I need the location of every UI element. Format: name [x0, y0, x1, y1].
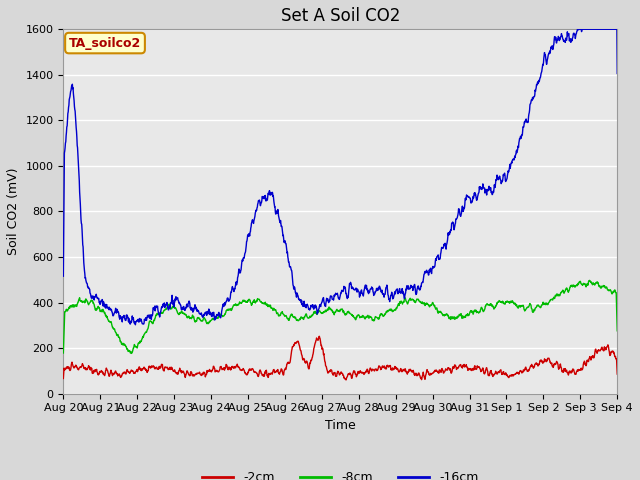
Legend: -2cm, -8cm, -16cm: -2cm, -8cm, -16cm — [197, 467, 483, 480]
X-axis label: Time: Time — [325, 419, 356, 432]
Title: Set A Soil CO2: Set A Soil CO2 — [280, 7, 400, 25]
Y-axis label: Soil CO2 (mV): Soil CO2 (mV) — [7, 168, 20, 255]
Text: TA_soilco2: TA_soilco2 — [69, 36, 141, 49]
